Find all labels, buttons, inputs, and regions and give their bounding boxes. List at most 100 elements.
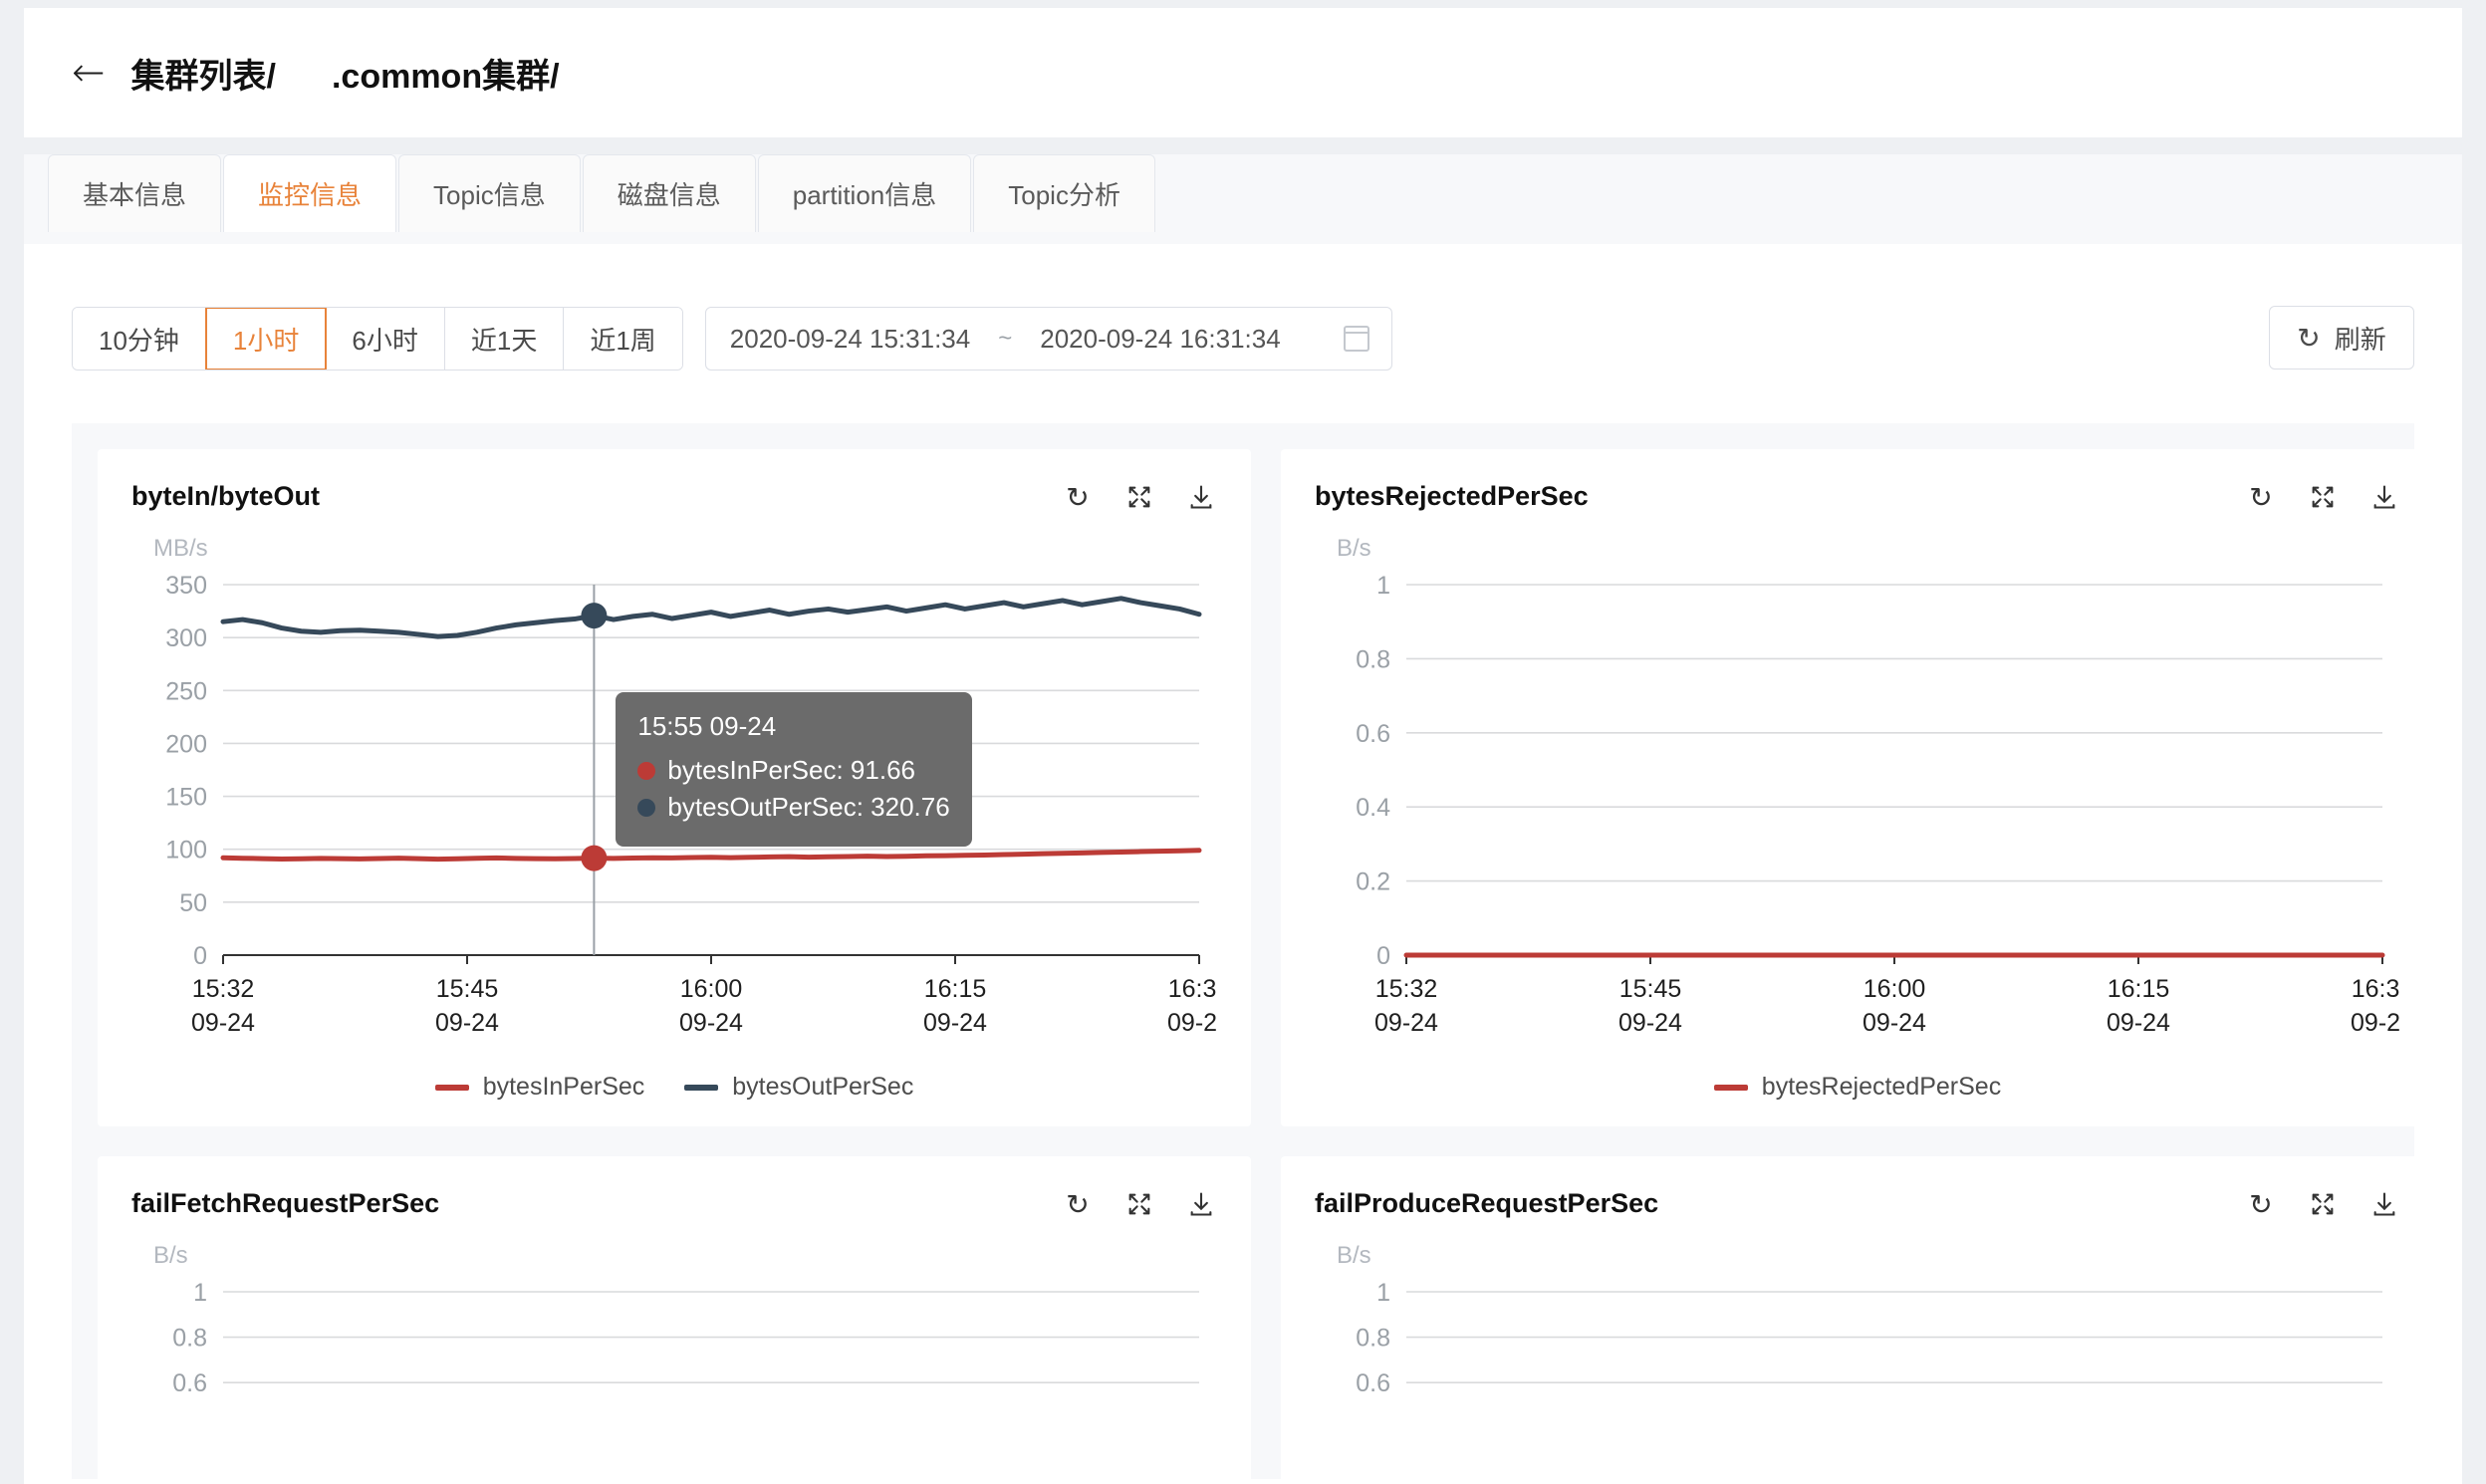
svg-text:1: 1	[1376, 1279, 1390, 1307]
chart-toolbar: ↻	[1062, 1187, 1217, 1221]
breadcrumb: 集群列表/ .common集群/	[131, 49, 560, 98]
calendar-icon[interactable]	[1343, 326, 1369, 352]
legend-label-bytesinpersec: bytesInPerSec	[482, 1073, 645, 1101]
line-chart-svg[interactable]: 1 0.8 0.6	[1315, 1278, 2400, 1484]
svg-text:250: 250	[165, 677, 207, 705]
svg-text:09-24: 09-24	[1618, 1009, 1682, 1037]
svg-text:200: 200	[165, 730, 207, 758]
svg-text:09-24: 09-24	[2351, 1009, 2400, 1037]
svg-text:350: 350	[165, 572, 207, 600]
chart-plot-area: 0 0.2 0.4 0.6 0.8 1 15:32 09-24 15:45 09-24 16:00 0…	[1315, 571, 2400, 1059]
legend-item-bytesinpersec[interactable]: bytesInPerSec	[434, 1073, 645, 1102]
svg-text:16:15: 16:15	[2108, 975, 2170, 1003]
svg-text:09-24: 09-24	[435, 1009, 499, 1037]
breadcrumb-cluster-name[interactable]: .common集群/	[331, 57, 560, 96]
range-1week[interactable]: 近1周	[564, 308, 682, 370]
range-6hours[interactable]: 6小时	[326, 308, 445, 370]
tab-monitoring-info[interactable]: 监控信息	[223, 154, 397, 232]
range-1hour[interactable]: 1小时	[204, 308, 328, 370]
refresh-icon[interactable]: ↻	[2249, 1187, 2273, 1221]
tab-partition-info[interactable]: partition信息	[757, 154, 972, 232]
legend-item-bytesrejectedpersec[interactable]: bytesRejectedPerSec	[1713, 1073, 2002, 1102]
legend-color-bytesoutpersec	[684, 1084, 719, 1091]
line-chart-svg[interactable]: 0 50 100 150 200 250 300 350 15:32 09-24 15:45 09-2…	[131, 571, 1217, 1059]
chart-toolbar: ↻	[2245, 480, 2400, 514]
legend-label-bytesoutpersec: bytesOutPerSec	[732, 1073, 914, 1101]
date-end-input[interactable]: 2020-09-24 16:31:34	[1040, 323, 1281, 354]
chart-card-bytesrejectedpersec: bytesRejectedPerSec ↻	[1281, 449, 2434, 1126]
svg-text:16:30: 16:30	[2352, 975, 2400, 1003]
svg-text:15:32: 15:32	[1375, 975, 1438, 1003]
date-start-input[interactable]: 2020-09-24 15:31:34	[729, 323, 971, 354]
svg-text:15:32: 15:32	[192, 975, 255, 1003]
date-range-picker[interactable]: 2020-09-24 15:31:34 ~ 2020-09-24 16:31:3…	[704, 307, 1392, 371]
expand-icon[interactable]	[2307, 1188, 2339, 1220]
svg-text:0.2: 0.2	[1356, 868, 1390, 896]
svg-text:09-24: 09-24	[1863, 1009, 1926, 1037]
expand-icon[interactable]	[1123, 481, 1155, 513]
svg-text:1: 1	[193, 1279, 207, 1307]
refresh-icon[interactable]: ↻	[2249, 480, 2273, 514]
refresh-icon[interactable]: ↻	[1066, 480, 1090, 514]
svg-text:0.6: 0.6	[1356, 720, 1390, 748]
y-axis-unit: MB/s	[153, 535, 208, 562]
y-axis-unit: B/s	[153, 1242, 188, 1269]
svg-text:09-24: 09-24	[1374, 1009, 1438, 1037]
chart-plot-area: 1 0.8 0.6	[1315, 1278, 2400, 1484]
charts-area: byteIn/byteOut ↻	[72, 423, 2434, 1484]
breadcrumb-cluster-list[interactable]: 集群列表/	[130, 57, 276, 96]
range-10min[interactable]: 10分钟	[73, 308, 206, 370]
chart-plot-area: 0 50 100 150 200 250 300 350 15:32 09-24 15:45 09-2…	[131, 571, 1217, 1059]
tab-topic-info[interactable]: Topic信息	[398, 154, 581, 232]
page-header: ← 集群列表/ .common集群/	[24, 8, 2462, 137]
refresh-icon: ↻	[2297, 321, 2321, 355]
expand-icon[interactable]	[1123, 1188, 1155, 1220]
range-1day[interactable]: 近1天	[444, 308, 565, 370]
chart-card-header: failProduceRequestPerSec ↻	[1315, 1187, 2400, 1221]
legend-label-bytesrejectedpersec: bytesRejectedPerSec	[1761, 1073, 2002, 1101]
chart-title: failProduceRequestPerSec	[1315, 1188, 1659, 1218]
y-axis-unit: B/s	[1337, 535, 1371, 562]
svg-text:150: 150	[165, 784, 207, 812]
download-icon[interactable]	[2368, 481, 2400, 513]
charts-grid: byteIn/byteOut ↻	[98, 449, 2434, 1484]
quick-range-group: 10分钟 1小时 6小时 近1天 近1周	[72, 307, 683, 371]
refresh-icon[interactable]: ↻	[1066, 1187, 1090, 1221]
chart-title: bytesRejectedPerSec	[1315, 481, 1589, 511]
svg-text:0.8: 0.8	[172, 1325, 207, 1353]
svg-text:09-24: 09-24	[191, 1009, 255, 1037]
svg-text:0.8: 0.8	[1356, 1325, 1390, 1353]
legend-color-bytesrejectedpersec	[1713, 1084, 1748, 1091]
svg-text:0.8: 0.8	[1356, 645, 1390, 673]
chart-legend: bytesInPerSec bytesOutPerSec	[131, 1073, 1217, 1102]
chart-card-header: failFetchRequestPerSec ↻	[131, 1187, 1217, 1221]
tab-bar: 基本信息 监控信息 Topic信息 磁盘信息 partition信息 Topic…	[24, 154, 2462, 244]
svg-text:300: 300	[165, 624, 207, 652]
svg-text:09-24: 09-24	[1167, 1009, 1217, 1037]
chart-card-failfetchrequestpersec: failFetchRequestPerSec ↻	[98, 1156, 1251, 1484]
tab-basic-info[interactable]: 基本信息	[48, 154, 222, 232]
line-chart-svg[interactable]: 0 0.2 0.4 0.6 0.8 1 15:32 09-24 15:45 09-24 16:00 0…	[1315, 571, 2400, 1059]
chart-title: failFetchRequestPerSec	[131, 1188, 440, 1218]
back-arrow-icon[interactable]: ←	[72, 50, 106, 96]
svg-text:16:00: 16:00	[680, 975, 743, 1003]
download-icon[interactable]	[2368, 1188, 2400, 1220]
svg-text:0.6: 0.6	[172, 1369, 207, 1397]
svg-text:100: 100	[165, 837, 207, 865]
refresh-button[interactable]: ↻ 刷新	[2269, 306, 2414, 370]
tab-topic-analysis[interactable]: Topic分析	[973, 154, 1155, 232]
svg-text:16:15: 16:15	[924, 975, 987, 1003]
chart-card-failproducerequestpersec: failProduceRequestPerSec ↻	[1281, 1156, 2434, 1484]
legend-item-bytesoutpersec[interactable]: bytesOutPerSec	[684, 1073, 913, 1102]
download-icon[interactable]	[1185, 1188, 1217, 1220]
chart-toolbar: ↻	[2245, 1187, 2400, 1221]
tab-disk-info[interactable]: 磁盘信息	[582, 154, 756, 232]
refresh-button-label: 刷新	[2334, 324, 2386, 355]
time-range-toolbar: 10分钟 1小时 6小时 近1天 近1周 2020-09-24 15:31:34…	[72, 306, 2414, 371]
line-chart-svg[interactable]: 1 0.8 0.6	[131, 1278, 1217, 1484]
svg-text:09-24: 09-24	[679, 1009, 743, 1037]
chart-card-header: bytesRejectedPerSec ↻	[1315, 480, 2400, 514]
svg-text:0.4: 0.4	[1356, 794, 1390, 822]
expand-icon[interactable]	[2307, 481, 2339, 513]
download-icon[interactable]	[1185, 481, 1217, 513]
